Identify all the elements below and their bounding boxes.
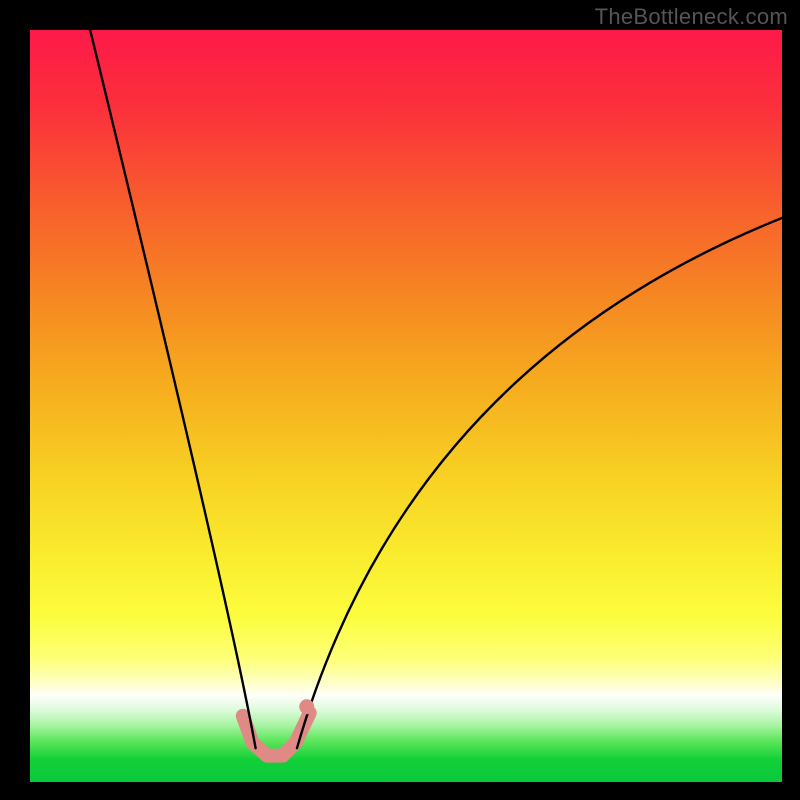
chart-svg xyxy=(30,30,782,782)
gradient-background xyxy=(30,30,782,782)
marker-dot xyxy=(299,699,314,714)
plot-outer xyxy=(0,0,800,800)
plot-area xyxy=(30,30,782,782)
watermark-text: TheBottleneck.com xyxy=(595,4,788,30)
chart-frame: TheBottleneck.com xyxy=(0,0,800,800)
